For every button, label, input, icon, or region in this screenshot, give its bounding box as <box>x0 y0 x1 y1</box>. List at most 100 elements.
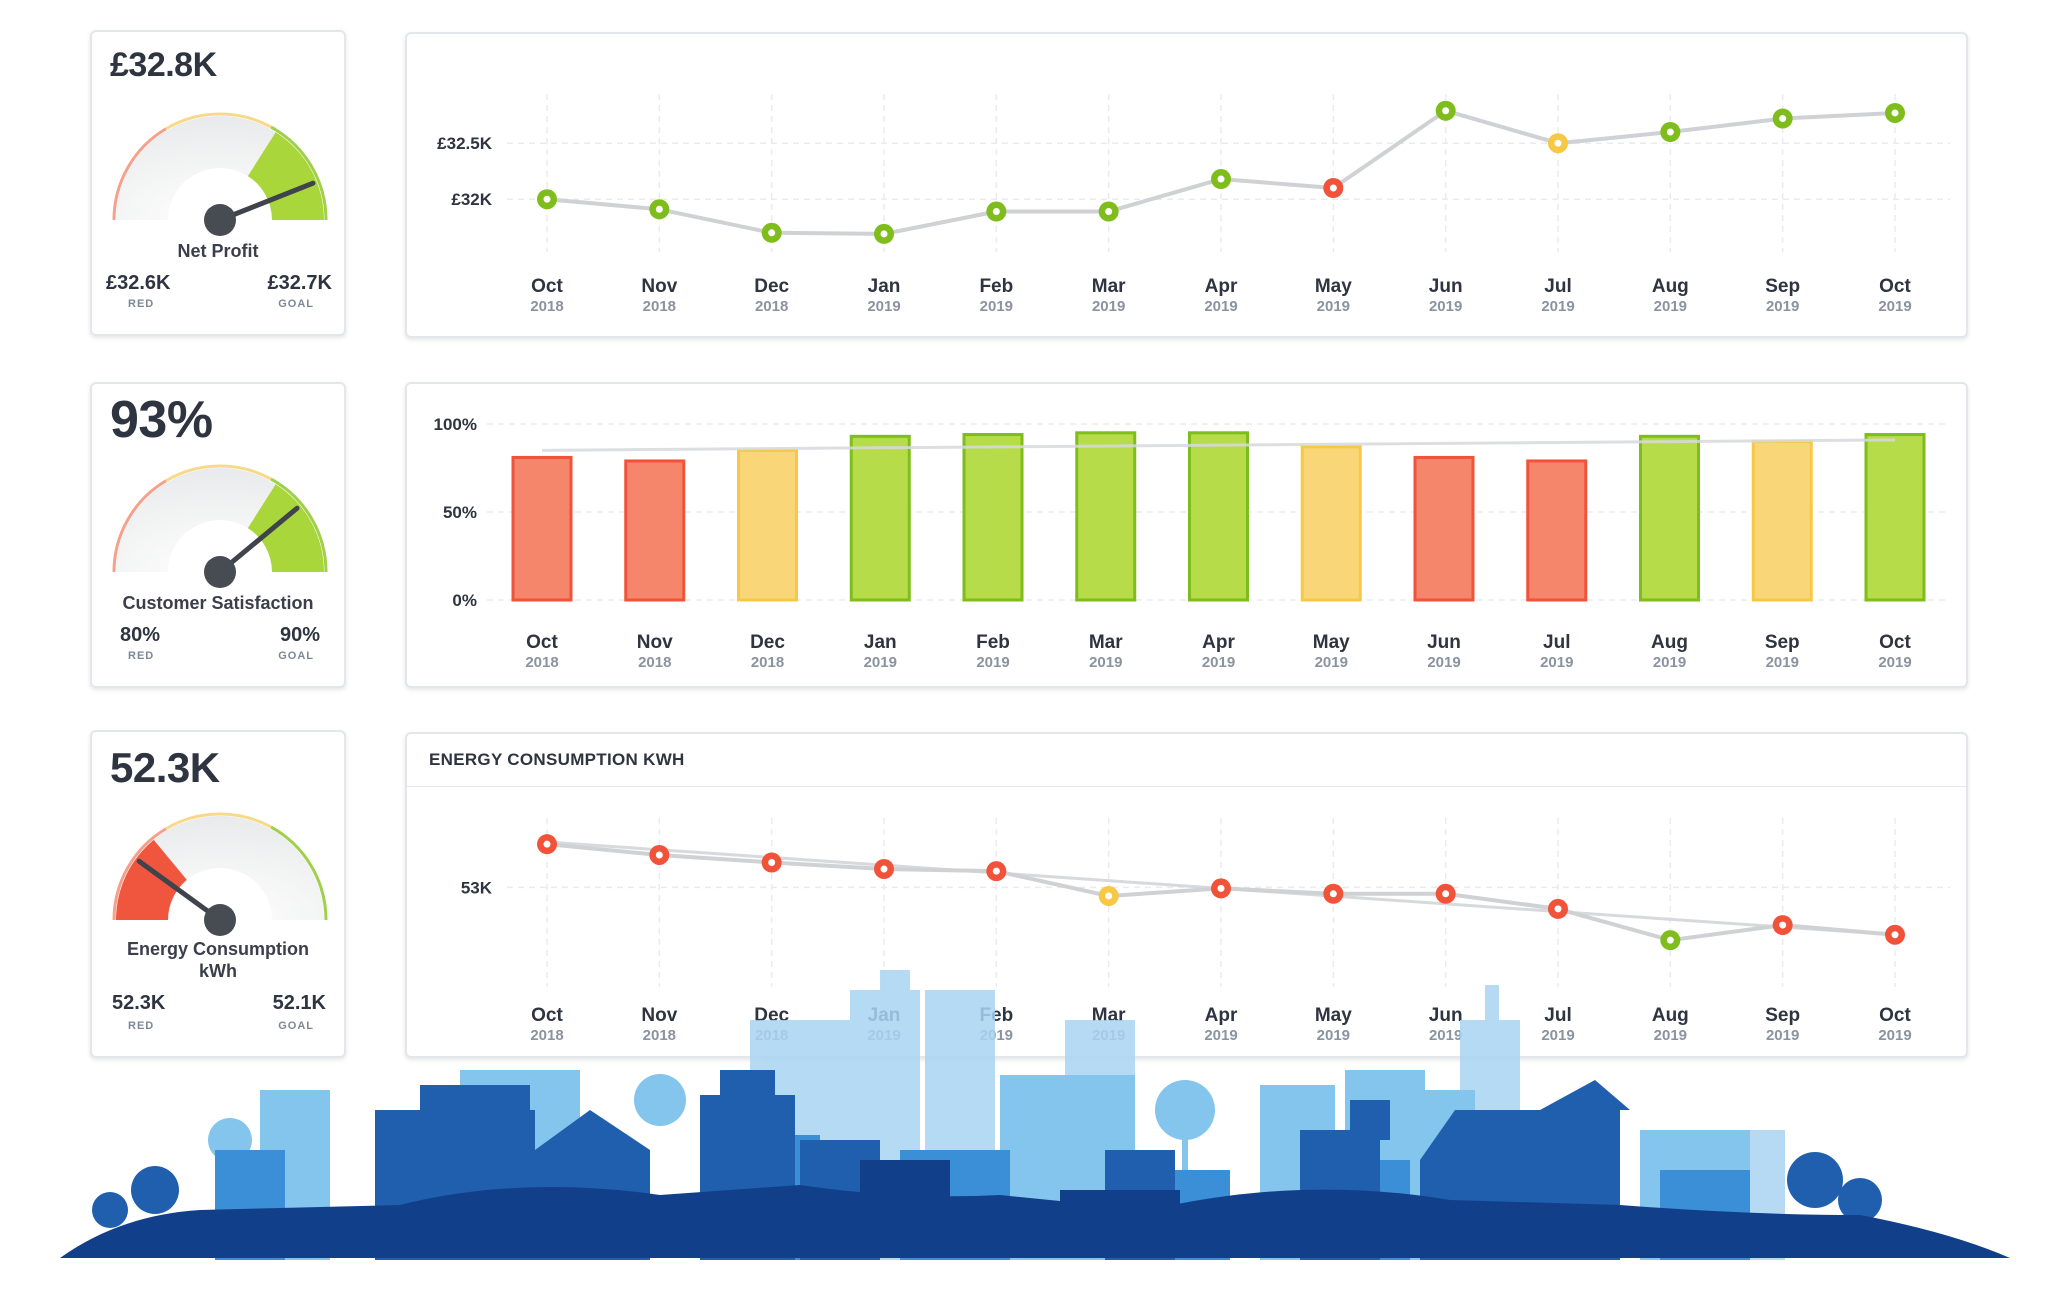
data-point-center <box>1554 905 1562 913</box>
data-point-center <box>1442 107 1450 115</box>
bar <box>1075 431 1137 602</box>
y-tick-label: 50% <box>443 503 477 522</box>
x-tick-label: Nov <box>641 276 677 297</box>
x-tick-year: 2019 <box>1429 298 1462 315</box>
x-tick-label: Jan <box>864 632 897 653</box>
gauge-label: Customer Satisfaction <box>122 593 314 613</box>
x-tick-year: 2019 <box>1766 298 1799 315</box>
x-tick-label: Oct <box>526 632 558 653</box>
gauge-needle <box>217 505 300 575</box>
goal-value: 90% <box>279 624 320 646</box>
x-tick-year: 2018 <box>643 298 676 315</box>
x-tick-year: 2018 <box>755 1027 788 1044</box>
customer-satisfaction-bar-chart: 0%50%100%Oct2018Nov2018Dec2018Jan2019Feb… <box>434 415 1950 671</box>
x-tick-label: Jan <box>868 276 901 297</box>
x-tick-label: Dec <box>754 1005 789 1026</box>
x-tick-year: 2018 <box>638 654 671 671</box>
data-point-center <box>880 230 888 238</box>
x-tick-year: 2019 <box>1766 1027 1799 1044</box>
x-tick-year: 2019 <box>1315 654 1348 671</box>
gauge-hub <box>204 556 236 588</box>
x-tick-year: 2019 <box>1317 298 1350 315</box>
bar <box>1413 455 1475 602</box>
energy-consumption-line-chart: 53KOct2018Nov2018Dec2018Jan2019Feb2019Ma… <box>461 818 1950 1044</box>
gauge-needle <box>217 180 316 223</box>
data-point-center <box>1891 931 1899 939</box>
bar <box>1751 440 1813 602</box>
x-tick-year: 2019 <box>867 1027 900 1044</box>
x-tick-year: 2019 <box>976 654 1009 671</box>
gauge-rim-green <box>270 125 328 221</box>
red-threshold-tag: RED <box>128 1020 155 1032</box>
gauge-rim-yellow <box>165 464 272 483</box>
kpi-card-net-profit[interactable]: £32.8K Net Profit £32.6K RED £32.7K GOAL <box>90 30 346 336</box>
x-tick-label: Oct <box>1879 276 1911 297</box>
x-tick-year: 2019 <box>1092 298 1125 315</box>
kpi-card-energy-consumption[interactable]: 52.3K Energy Consumption kWh 52.3K RED 5… <box>90 730 346 1058</box>
net-profit-line-chart: £32K£32.5KOct2018Nov2018Dec2018Jan2019Fe… <box>437 94 1950 315</box>
x-tick-year: 2019 <box>1427 654 1460 671</box>
x-tick-label: Mar <box>1092 1005 1126 1026</box>
x-tick-year: 2019 <box>1092 1027 1125 1044</box>
x-tick-year: 2019 <box>1878 298 1911 315</box>
bar <box>737 448 798 602</box>
x-tick-label: Jun <box>1427 632 1461 653</box>
x-tick-year: 2018 <box>755 298 788 315</box>
x-tick-year: 2019 <box>1654 1027 1687 1044</box>
data-point-center <box>1329 890 1337 898</box>
x-tick-year: 2019 <box>1317 1027 1350 1044</box>
x-tick-year: 2019 <box>1540 654 1573 671</box>
bar <box>849 434 911 602</box>
gauge-rim-yellow <box>165 112 272 131</box>
data-point-center <box>655 205 663 213</box>
x-tick-label: Jul <box>1544 276 1571 297</box>
bar <box>1639 434 1700 602</box>
x-tick-label: Aug <box>1652 1005 1689 1026</box>
data-point-center <box>1779 115 1787 123</box>
y-tick-label: 53K <box>461 878 493 897</box>
x-tick-year: 2019 <box>1654 298 1687 315</box>
kpi-card-customer-satisfaction[interactable]: 93% Customer Satisfaction 80% RED 90% GO… <box>90 382 346 688</box>
data-point-center <box>768 229 776 237</box>
gauge-rim-green <box>270 477 328 573</box>
goal-value: £32.7K <box>267 272 333 294</box>
x-tick-label: Aug <box>1652 276 1689 297</box>
x-tick-label: May <box>1315 276 1352 297</box>
x-tick-year: 2019 <box>980 1027 1013 1044</box>
x-tick-label: Jun <box>1429 1005 1463 1026</box>
x-tick-label: Feb <box>976 632 1010 653</box>
y-tick-label: £32.5K <box>437 134 493 153</box>
gauge-hub <box>204 904 236 936</box>
data-point-center <box>1666 936 1674 944</box>
x-tick-label: Feb <box>979 276 1013 297</box>
x-tick-year: 2018 <box>751 654 784 671</box>
x-tick-label: Oct <box>1879 632 1911 653</box>
kpi-value: £32.8K <box>110 46 217 84</box>
x-tick-year: 2019 <box>1204 298 1237 315</box>
x-tick-year: 2018 <box>643 1027 676 1044</box>
x-tick-label: Nov <box>637 632 673 653</box>
gauge-label: Net Profit <box>177 241 259 261</box>
x-tick-year: 2019 <box>1089 654 1122 671</box>
title-divider <box>407 786 1966 787</box>
gauge-rim-red <box>112 827 167 921</box>
x-tick-label: Jul <box>1544 1005 1571 1026</box>
goal-value: 52.1K <box>272 992 326 1014</box>
bar <box>1526 459 1588 602</box>
x-tick-label: Oct <box>1879 1005 1911 1026</box>
x-tick-label: Sep <box>1765 276 1800 297</box>
x-tick-label: May <box>1315 1005 1352 1026</box>
x-tick-label: Nov <box>641 1005 677 1026</box>
x-tick-year: 2019 <box>1653 654 1686 671</box>
energy-consumption-chart-card: ENERGY CONSUMPTION KWH 53K Oct 2018 Nov 2018… <box>405 732 1968 1058</box>
x-tick-label: Mar <box>1089 632 1123 653</box>
data-point-center <box>655 851 663 859</box>
x-tick-label: Oct <box>531 276 563 297</box>
data-point-center <box>992 208 1000 216</box>
x-tick-label: Sep <box>1765 1005 1800 1026</box>
x-tick-year: 2018 <box>530 1027 563 1044</box>
x-tick-year: 2019 <box>1766 654 1799 671</box>
x-tick-label: May <box>1313 632 1350 653</box>
red-threshold-value: 80% <box>120 624 161 646</box>
gauge-green-zone <box>247 484 324 572</box>
